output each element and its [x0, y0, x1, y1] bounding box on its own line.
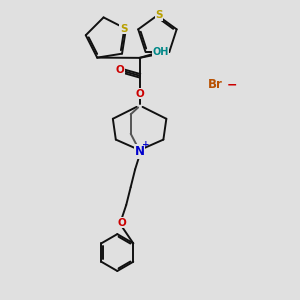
- Text: −: −: [226, 78, 237, 91]
- Text: O: O: [117, 218, 126, 228]
- Text: +: +: [142, 140, 150, 149]
- Text: S: S: [120, 24, 127, 34]
- Text: Br: Br: [208, 78, 223, 91]
- Text: O: O: [135, 88, 144, 98]
- Text: N: N: [135, 145, 145, 158]
- Text: OH: OH: [152, 47, 169, 57]
- Text: O: O: [116, 65, 125, 75]
- Text: S: S: [155, 11, 163, 20]
